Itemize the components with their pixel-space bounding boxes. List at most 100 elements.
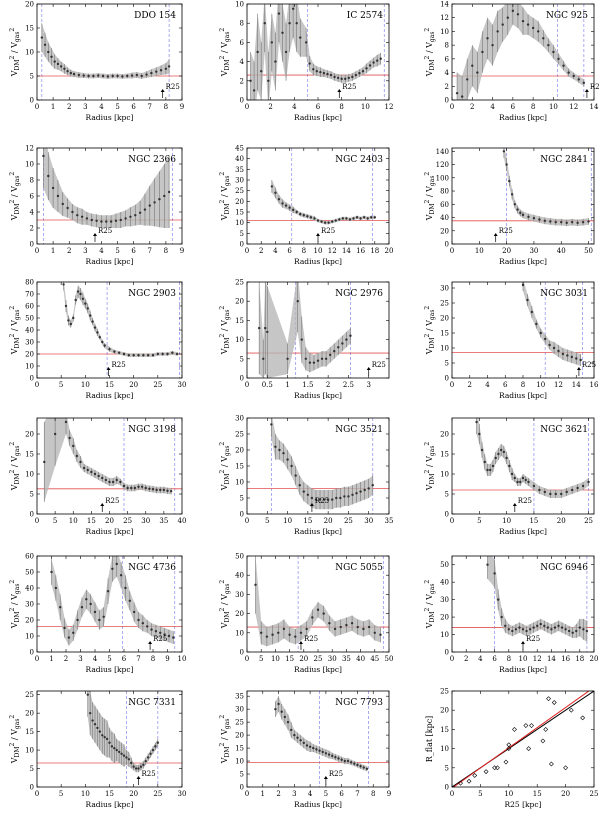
x-tick-label: 6 [511, 103, 516, 111]
data-point [134, 214, 137, 217]
data-point [151, 488, 155, 491]
y-tick-label: 40 [440, 579, 449, 587]
x-tick-label: 7 [355, 790, 359, 798]
y-tick-label: 25 [25, 691, 34, 699]
data-point [43, 460, 46, 464]
data-point [502, 150, 506, 153]
data-point [277, 12, 281, 15]
data-point [103, 344, 106, 347]
data-point [119, 480, 122, 484]
data-point [503, 759, 509, 765]
data-point [521, 19, 525, 23]
x-tick-label: 8 [164, 247, 168, 255]
x-tick-label: 7 [148, 103, 152, 111]
y-tick-label: 5 [30, 73, 34, 81]
data-point [371, 484, 374, 487]
data-point [124, 217, 127, 220]
data-point [568, 707, 574, 713]
data-point [341, 217, 345, 220]
x-tick-label: 20 [502, 247, 511, 255]
y-label-part: 2 [219, 172, 226, 176]
y-tick-label: 0 [240, 241, 244, 249]
panel-ngc-3621: 0 5 10 15 20 25 0 5 10 15 20 NGC 3621 Radius [kpc] VD… [424, 417, 595, 536]
x-tick-label: 20 [385, 247, 394, 255]
data-point [50, 55, 53, 58]
x-axis-label: Radius [kpc] [499, 391, 547, 400]
y-tick-label: 12 [440, 14, 449, 22]
y-label-part: V [220, 484, 229, 491]
data-point [367, 625, 371, 629]
axes-frame [246, 690, 390, 788]
y-label-part: 2 [219, 742, 226, 746]
data-point [154, 630, 158, 633]
y-axis-label: VDM2 / Vgas2 [9, 715, 21, 765]
r25-arrow-head [493, 233, 498, 236]
y-tick-label: 0 [30, 511, 34, 519]
x-tick-label: 10 [502, 517, 511, 525]
data-point [309, 216, 313, 219]
data-point [56, 194, 60, 198]
data-point [151, 354, 155, 357]
x-tick-label: 2 [276, 790, 280, 798]
plot-area [37, 148, 182, 244]
r25-label: R25 [321, 227, 335, 235]
data-point [296, 736, 299, 739]
data-point [167, 190, 171, 194]
data-point [143, 208, 147, 211]
y-label-part: DM [429, 203, 436, 214]
x-tick-label: 20 [590, 655, 599, 663]
x-tick-label: 35 [342, 655, 351, 663]
x-tick-label: 9 [165, 655, 169, 663]
x-tick-label: 12 [385, 103, 394, 111]
r25-arrow-head [160, 89, 165, 92]
r25-arrow-head [366, 367, 371, 370]
y-axis-label: VDM2 / Vgas2 [424, 306, 436, 356]
y-tick-label: 25 [235, 719, 244, 727]
x-tick-label: 15 [87, 517, 96, 525]
r25-label: R25 [112, 361, 126, 369]
y-label-part: DM [14, 337, 21, 348]
x-tick-label: 0 [35, 790, 39, 798]
x-tick-label: 2 [470, 103, 474, 111]
y-label-part: / V [220, 42, 229, 56]
x-tick-label: 8 [507, 655, 511, 663]
data-point [278, 448, 281, 452]
data-point [367, 487, 370, 490]
x-axis-label: Radius [kpc] [86, 257, 134, 266]
y-tick-label: 35 [235, 166, 244, 174]
data-point [90, 470, 93, 474]
y-tick-label: 10 [235, 1, 244, 9]
data-point [96, 331, 99, 334]
y-axis-label: VDM2 / Vgas2 [9, 442, 21, 492]
data-point [567, 629, 571, 633]
y-label-part: 2 [9, 715, 16, 719]
data-point [472, 773, 478, 778]
data-point [166, 489, 169, 492]
plot-area [247, 556, 389, 652]
data-point [262, 357, 265, 360]
data-point [96, 726, 99, 730]
data-point [127, 354, 131, 357]
y-label-part: 2 [219, 306, 226, 310]
x-tick-label: 12 [554, 381, 563, 389]
data-point [90, 218, 93, 222]
x-tick-label: 4 [292, 103, 297, 111]
x-tick-label: 0 [35, 517, 39, 525]
data-point [578, 626, 581, 629]
x-axis-label: Radius [kpc] [86, 113, 134, 122]
plot-area [247, 148, 389, 244]
x-tick-label: 20 [129, 790, 138, 798]
x-tick-label: 15 [533, 790, 542, 798]
data-point [113, 350, 116, 353]
y-axis-label: VDM2 / Vgas2 [9, 28, 21, 78]
data-point [572, 74, 575, 78]
data-point [365, 767, 369, 771]
data-point [315, 748, 318, 751]
data-point [546, 696, 551, 702]
error-band [255, 556, 381, 647]
data-point [159, 488, 162, 492]
data-point [319, 70, 322, 74]
y-tick-label: 80 [25, 279, 34, 287]
x-axis-label: Radius [kpc] [499, 113, 547, 122]
